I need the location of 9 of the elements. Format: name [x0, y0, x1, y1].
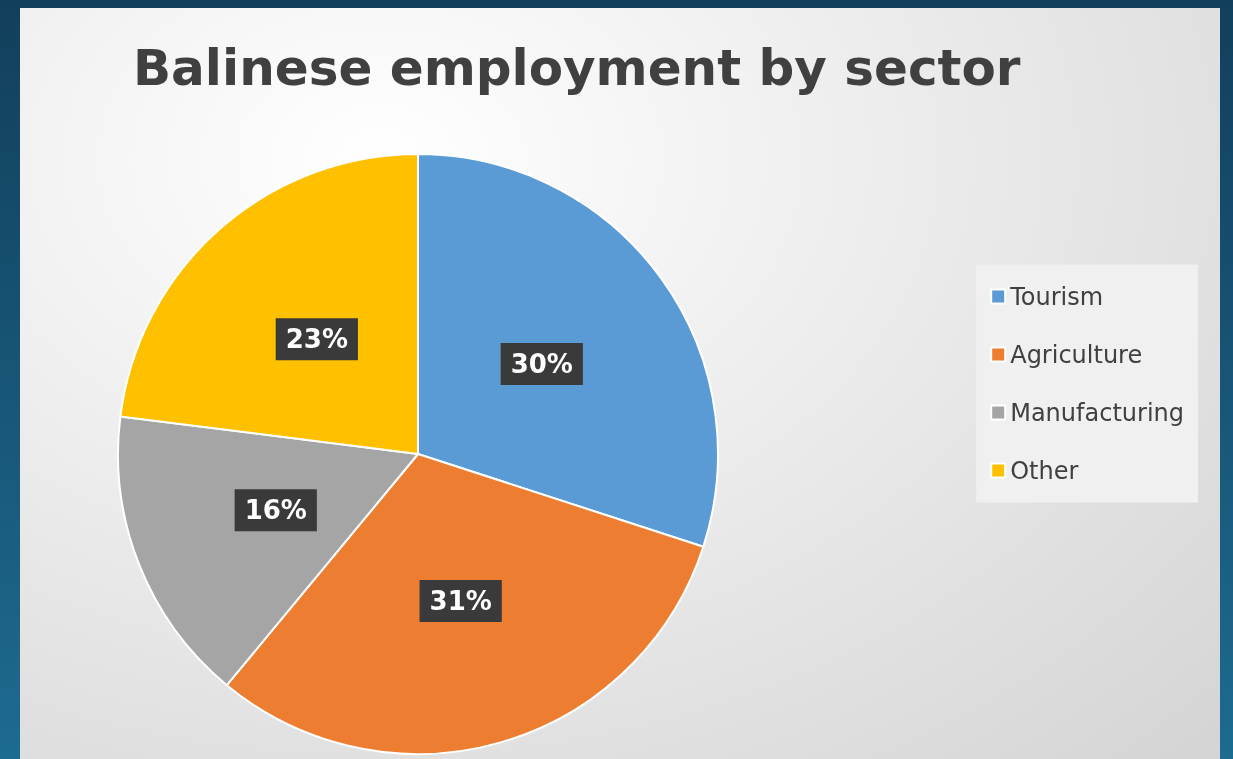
legend-label: Other	[1010, 456, 1079, 485]
legend-label: Manufacturing	[1010, 398, 1185, 427]
data-label: 31%	[429, 585, 492, 616]
legend-label: Agriculture	[1010, 340, 1143, 369]
data-label: 16%	[244, 495, 307, 526]
data-label: 30%	[510, 349, 573, 380]
legend-label: Tourism	[1009, 282, 1104, 311]
data-label: 23%	[285, 324, 348, 355]
chart-title: Balinese employment by sector	[133, 39, 1021, 97]
